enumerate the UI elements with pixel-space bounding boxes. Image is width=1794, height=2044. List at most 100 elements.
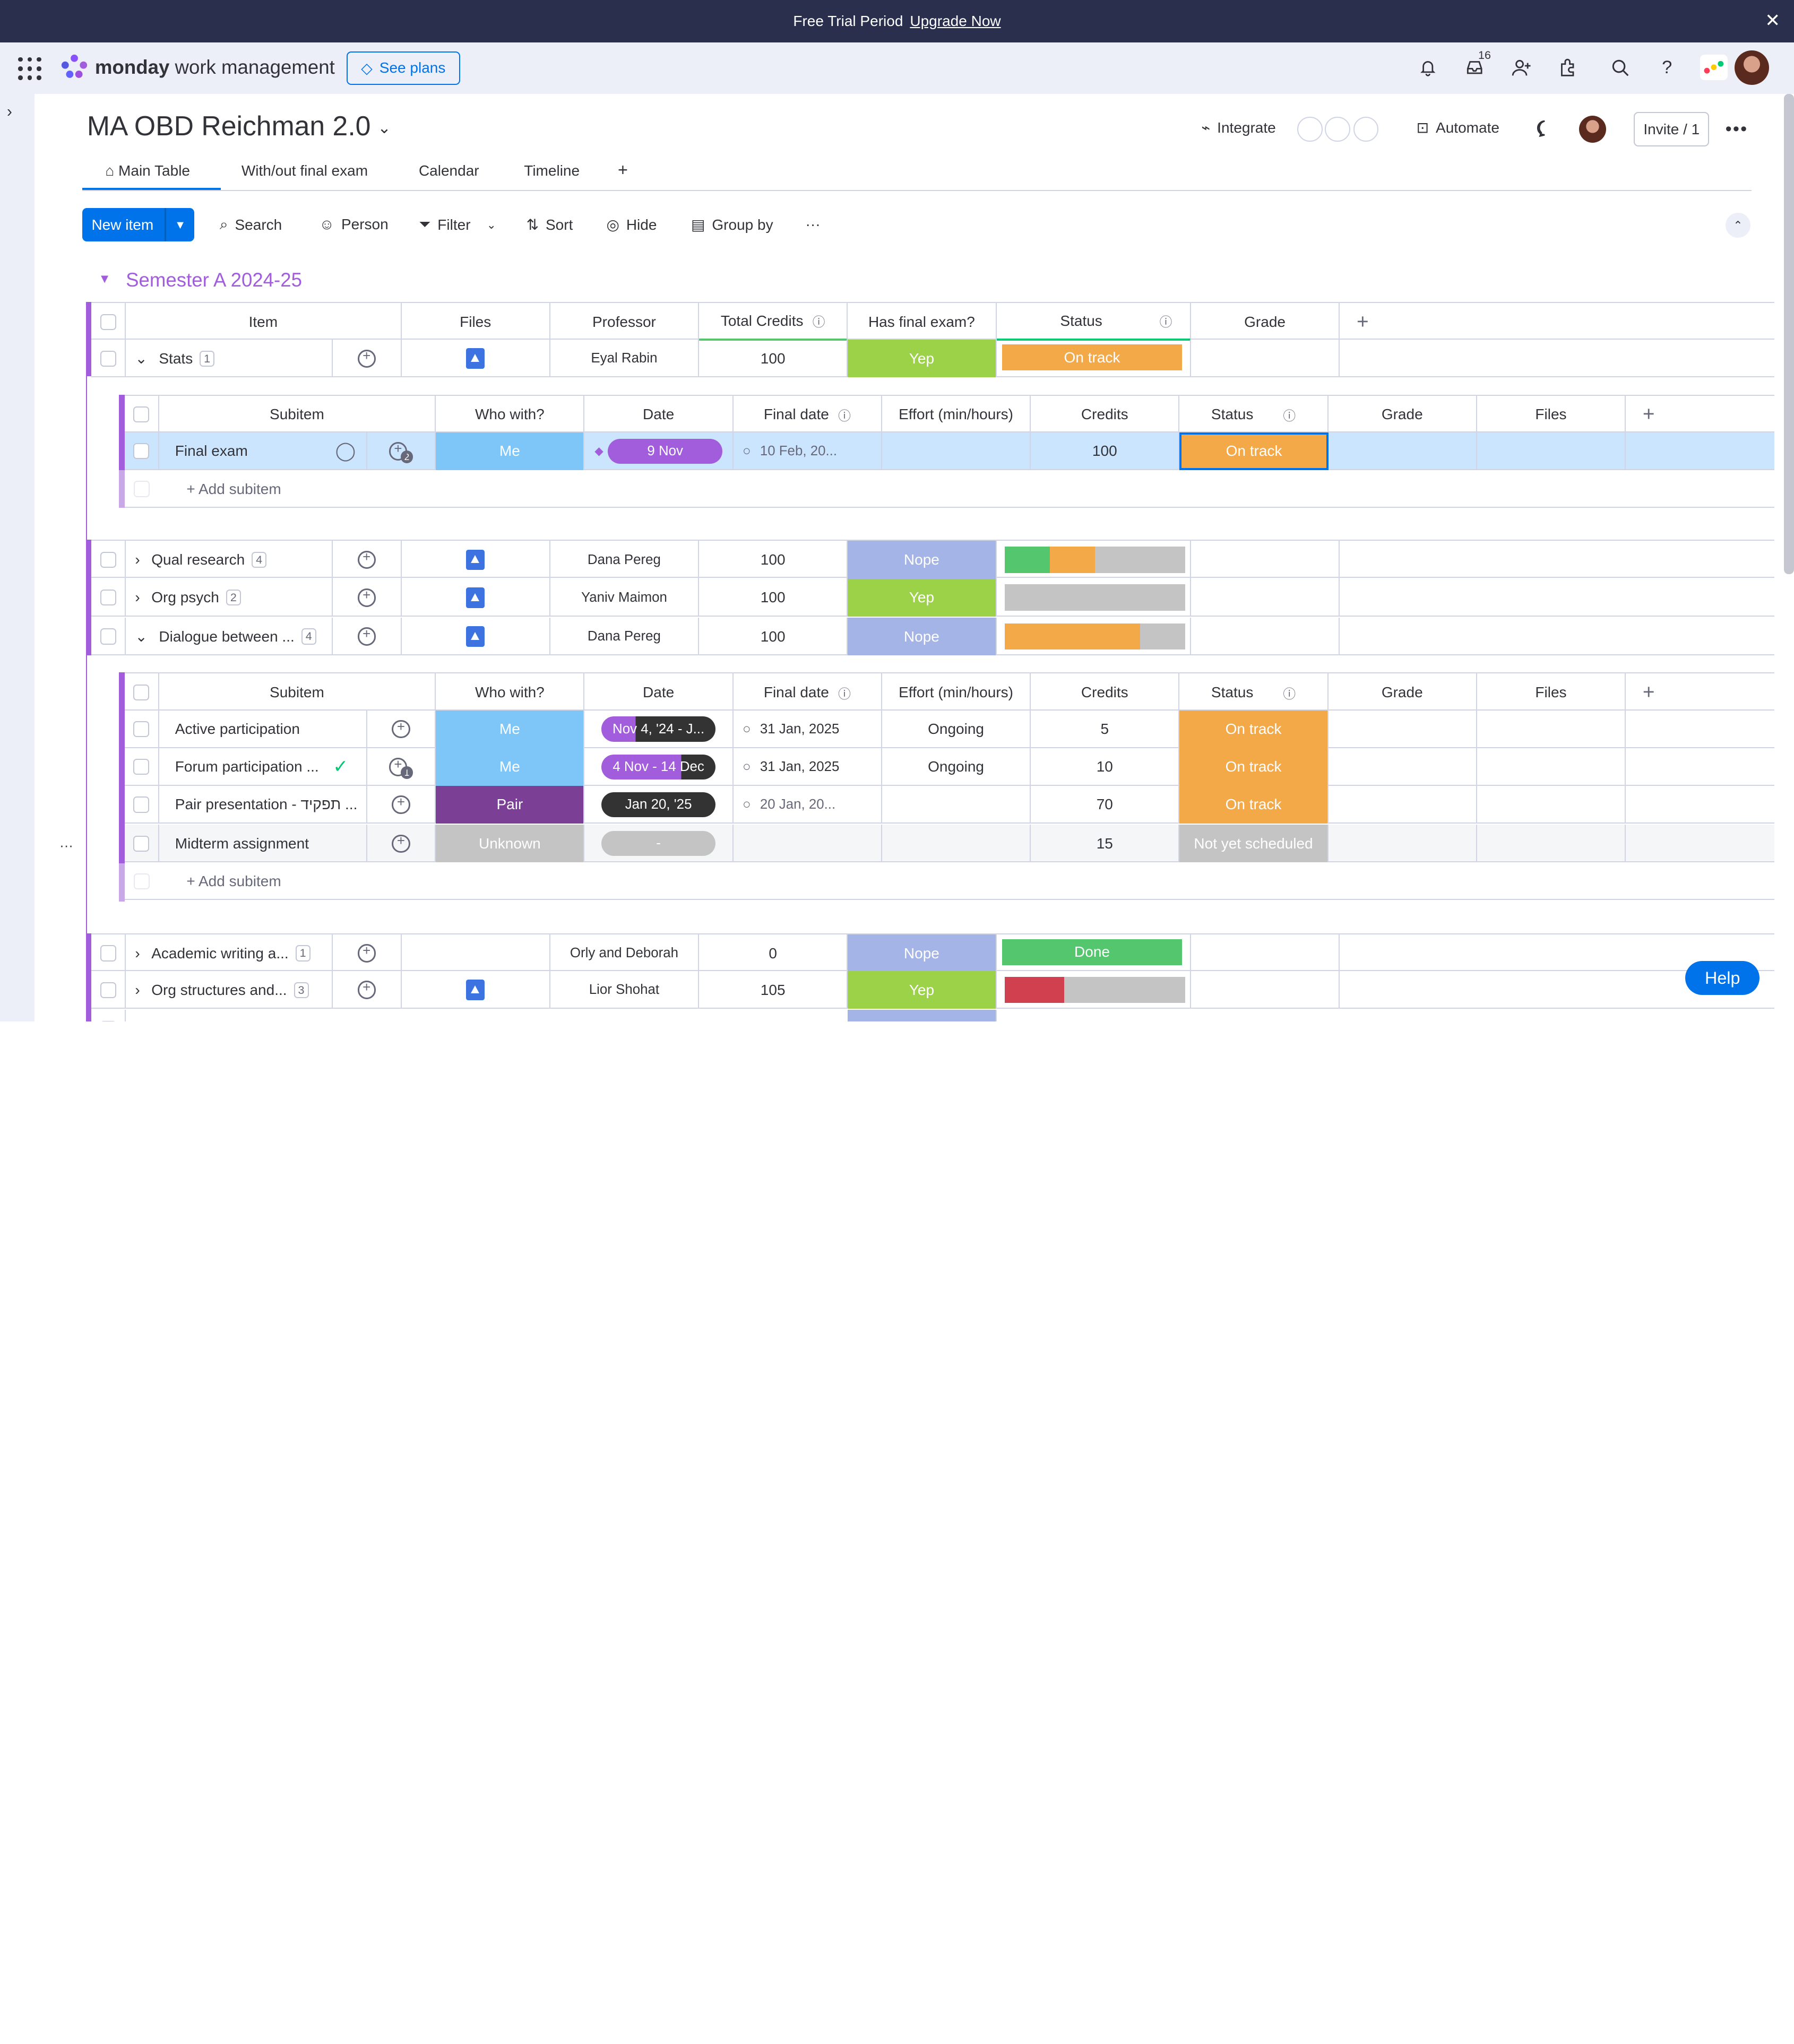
select-all-checkbox[interactable] bbox=[91, 303, 126, 341]
invite-member-icon[interactable] bbox=[1510, 56, 1533, 79]
chevron-down-icon[interactable]: ⌄ bbox=[486, 218, 496, 231]
hide-button[interactable]: ◎ Hide bbox=[606, 216, 657, 233]
file-icon[interactable] bbox=[402, 971, 550, 1009]
col-status[interactable]: Status ⓘ bbox=[1179, 395, 1329, 434]
file-icon[interactable] bbox=[402, 340, 550, 378]
bell-icon[interactable] bbox=[1417, 56, 1439, 79]
professor[interactable]: Dana Pereg bbox=[550, 618, 700, 656]
effort-cell[interactable]: Ongoing bbox=[882, 748, 1031, 786]
final-exam-status[interactable]: Yep bbox=[848, 971, 997, 1009]
who-with-cell[interactable]: Me bbox=[436, 710, 585, 748]
col-files[interactable]: Files bbox=[402, 303, 550, 341]
add-update-icon[interactable] bbox=[333, 618, 402, 656]
credits-cell[interactable]: 100 bbox=[1031, 432, 1180, 470]
files-cell[interactable] bbox=[402, 934, 550, 973]
inbox-icon[interactable] bbox=[1463, 56, 1486, 79]
close-icon[interactable]: ✕ bbox=[1765, 11, 1781, 31]
info-icon[interactable]: ⓘ bbox=[812, 316, 825, 330]
help-icon[interactable]: ? bbox=[1662, 57, 1672, 77]
files-cell[interactable] bbox=[1477, 748, 1626, 786]
radio-icon[interactable]: ○ bbox=[742, 443, 751, 458]
grade-cell[interactable] bbox=[1329, 825, 1477, 863]
who-with-cell[interactable]: Me bbox=[436, 748, 585, 786]
item-name[interactable]: › Academic writing a... 1 bbox=[126, 934, 333, 973]
add-update-icon[interactable] bbox=[367, 785, 436, 824]
select-all-checkbox[interactable] bbox=[125, 395, 159, 434]
row-checkbox[interactable] bbox=[91, 618, 126, 656]
add-subitem-row[interactable]: + Add subitem bbox=[124, 862, 1775, 900]
subitem-row[interactable]: Active participation Me Nov 4, '24 - J..… bbox=[124, 710, 1775, 748]
row-checkbox[interactable] bbox=[125, 748, 159, 786]
collapse-icon[interactable]: ⌃ bbox=[1725, 212, 1751, 238]
final-exam-status[interactable]: Yep bbox=[848, 340, 997, 378]
professor[interactable]: Lior Shohat bbox=[550, 971, 700, 1009]
item-name[interactable]: ⌄ Stats 1 bbox=[126, 340, 333, 378]
table-row[interactable]: ⌄Dialogue between ...4 Dana Pereg 100 No… bbox=[91, 618, 1775, 656]
chevron-down-icon[interactable]: ⌄ bbox=[135, 628, 148, 645]
chevron-down-icon[interactable]: ▼ bbox=[98, 272, 111, 287]
row-checkbox[interactable] bbox=[125, 825, 159, 863]
date-cell[interactable]: 4 Nov - 14 Dec bbox=[585, 748, 734, 786]
grade-cell[interactable] bbox=[1191, 934, 1340, 973]
col-final-date[interactable]: Final date ⓘ bbox=[734, 673, 882, 712]
sort-button[interactable]: ⇅ Sort bbox=[526, 216, 573, 233]
effort-cell[interactable]: Ongoing bbox=[882, 710, 1031, 748]
status-cell[interactable]: On track bbox=[1179, 432, 1329, 470]
total-credits[interactable]: 100 bbox=[699, 340, 848, 378]
status-progress[interactable] bbox=[997, 971, 1191, 1009]
col-item[interactable]: Item bbox=[126, 303, 402, 341]
row-checkbox[interactable] bbox=[91, 1010, 126, 1021]
col-who-with[interactable]: Who with? bbox=[436, 395, 585, 434]
total-credits[interactable]: 100 bbox=[699, 618, 848, 656]
col-grade[interactable]: Grade bbox=[1329, 673, 1477, 712]
col-grade[interactable]: Grade bbox=[1329, 395, 1477, 434]
status-progress[interactable] bbox=[997, 618, 1191, 656]
who-with-cell[interactable]: Me bbox=[436, 432, 585, 470]
professor[interactable]: Dana Pereg bbox=[550, 541, 700, 579]
subitem-row[interactable]: Pair presentation - תפקיד ... Pair Jan 2… bbox=[124, 785, 1775, 824]
tab-timeline[interactable]: Timeline bbox=[524, 162, 580, 179]
see-plans-button[interactable]: ◇ See plans bbox=[347, 51, 460, 85]
check-circle-icon[interactable]: ◯ bbox=[335, 441, 356, 462]
filter-button[interactable]: ⏷ Filter ⌄ bbox=[418, 216, 496, 233]
col-subitem[interactable]: Subitem bbox=[159, 395, 436, 434]
add-update-icon[interactable] bbox=[333, 340, 402, 378]
col-status[interactable]: Status ⓘ bbox=[1179, 673, 1329, 712]
radio-icon[interactable]: ○ bbox=[742, 721, 751, 737]
chevron-right-icon[interactable]: › bbox=[135, 981, 140, 998]
col-who-with[interactable]: Who with? bbox=[436, 673, 585, 712]
total-credits[interactable]: 100 bbox=[699, 541, 848, 579]
check-circle-icon[interactable]: ✓ bbox=[333, 757, 349, 777]
info-icon[interactable]: ⓘ bbox=[1283, 687, 1296, 701]
subitem-row[interactable]: Final exam◯ 2 Me ◆9 Nov ○10 Feb, 20... 1… bbox=[124, 432, 1775, 470]
more-options-icon[interactable]: ••• bbox=[1725, 119, 1748, 140]
row-checkbox[interactable] bbox=[125, 785, 159, 824]
final-date-cell[interactable]: ○ 20 Jan, 20... bbox=[734, 785, 882, 824]
status-cell[interactable]: On track bbox=[1179, 710, 1329, 748]
final-exam-status[interactable]: Nope bbox=[848, 618, 997, 656]
status-cell[interactable]: On track bbox=[1179, 785, 1329, 824]
upgrade-link[interactable]: Upgrade Now bbox=[910, 12, 1001, 29]
radio-icon[interactable]: ○ bbox=[742, 796, 751, 812]
final-date-cell[interactable]: ○ 31 Jan, 2025 bbox=[734, 710, 882, 748]
chevron-right-icon[interactable]: › bbox=[6, 103, 12, 120]
user-avatar[interactable] bbox=[1734, 50, 1769, 85]
info-icon[interactable]: ⓘ bbox=[1159, 316, 1172, 330]
new-item-button[interactable]: New item ▼ bbox=[82, 208, 195, 241]
professor[interactable]: Orly and Deborah bbox=[550, 934, 700, 973]
vertical-scrollbar[interactable] bbox=[1783, 93, 1794, 575]
add-update-icon[interactable] bbox=[367, 710, 436, 748]
col-total-credits[interactable]: Total Credits ⓘ bbox=[699, 303, 848, 341]
info-icon[interactable]: ⓘ bbox=[838, 687, 851, 701]
subitem-name[interactable]: Midterm assignment bbox=[159, 825, 367, 863]
status-progress[interactable] bbox=[997, 541, 1191, 579]
integrate-button[interactable]: ⌁ Integrate bbox=[1201, 119, 1276, 136]
chevron-down-icon[interactable]: ⌄ bbox=[135, 350, 148, 367]
row-menu-icon[interactable]: ··· bbox=[59, 838, 73, 854]
files-cell[interactable] bbox=[1477, 710, 1626, 748]
chevron-down-icon[interactable]: ▼ bbox=[174, 218, 186, 231]
credits-cell[interactable]: 70 bbox=[1031, 785, 1180, 824]
chevron-down-icon[interactable]: ⌄ bbox=[377, 119, 391, 137]
grade-cell[interactable] bbox=[1191, 618, 1340, 656]
